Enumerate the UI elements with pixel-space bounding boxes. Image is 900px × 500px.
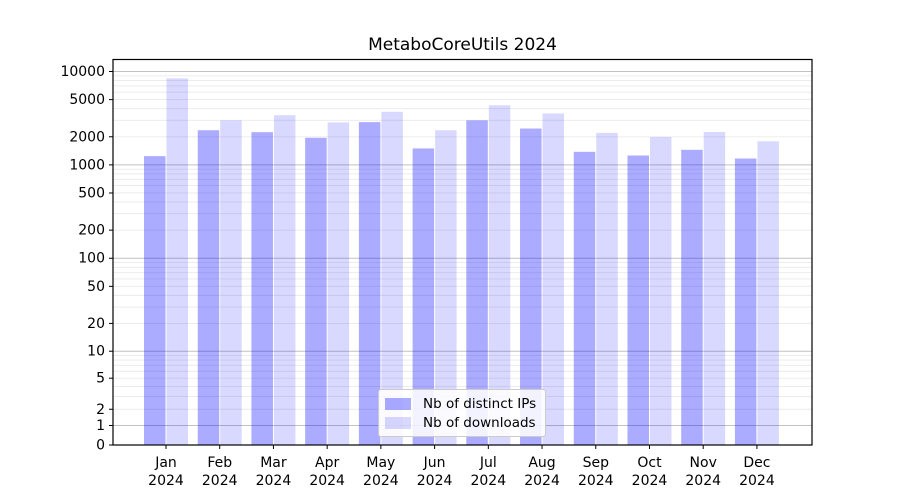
y-tick-label-2000: 2000 [69,129,105,145]
bar-mar-distinct-ips [251,132,273,445]
bar-nov-downloads [703,131,726,446]
y-tick-label-1000: 1000 [69,157,105,173]
bar-oct-downloads [649,136,672,445]
legend-label-distinct-ips: Nb of distinct IPs [423,395,537,412]
x-tick-label-dec-month: Dec [743,455,770,471]
y-tick-label-100: 100 [78,251,105,267]
legend-swatch-distinct-ips [385,397,411,410]
bar-sep-downloads [596,132,618,445]
bar-may-downloads [381,111,403,446]
x-tick-label-jul-year: 2024 [470,473,506,489]
x-tick-label-may-year: 2024 [363,473,399,489]
legend-item-downloads: Nb of downloads [385,414,537,431]
bar-oct-distinct-ips [627,155,649,445]
y-tick-label-10: 10 [87,344,105,360]
y-tick-label-50: 50 [87,279,105,295]
bar-may-distinct-ips [358,122,381,445]
bar-mar-downloads [273,115,296,445]
x-tick-label-aug-month: Aug [528,455,555,471]
chart-title: MetaboCoreUtils 2024 [368,35,557,55]
bar-aug-distinct-ips [520,128,542,445]
x-tick-label-oct-year: 2024 [632,473,668,489]
y-tick-label-500: 500 [78,185,105,201]
bar-nov-distinct-ips [681,149,703,445]
bar-jun-distinct-ips [412,148,435,445]
y-tick-label-200: 200 [78,223,105,239]
y-tick-label-1: 1 [96,418,105,434]
bar-aug-downloads [542,113,565,445]
x-tick-label-apr-month: Apr [315,455,339,471]
plot-frame [112,58,813,446]
legend: Nb of distinct IPs Nb of downloads [378,389,546,437]
y-tick-label-2: 2 [96,402,105,418]
x-tick-label-jul-month: Jul [479,455,497,471]
x-tick-label-feb-month: Feb [207,455,232,471]
x-tick-label-jan-year: 2024 [148,473,184,489]
x-tick-label-jan-month: Jan [154,455,177,471]
x-tick-label-jun-year: 2024 [417,473,453,489]
x-tick-label-oct-month: Oct [637,455,662,471]
y-tick-label-5: 5 [96,371,105,387]
legend-label-downloads: Nb of downloads [423,414,536,431]
x-tick-label-apr-year: 2024 [309,473,345,489]
legend-item-distinct-ips: Nb of distinct IPs [385,395,537,412]
y-tick-label-10000: 10000 [60,64,105,80]
x-tick-label-mar-month: Mar [260,455,287,471]
bar-apr-distinct-ips [305,137,327,445]
bar-feb-downloads [220,120,242,446]
bar-jan-downloads [166,78,188,445]
bar-jan-distinct-ips [144,156,166,445]
x-tick-label-sep-month: Sep [583,455,610,471]
bar-dec-distinct-ips [734,158,757,445]
y-tick-label-5000: 5000 [69,92,105,108]
x-tick-label-dec-year: 2024 [739,473,775,489]
bar-jul-downloads [488,105,511,445]
x-tick-label-may-month: May [366,455,395,471]
x-tick-label-nov-month: Nov [690,455,717,471]
x-tick-label-mar-year: 2024 [256,473,292,489]
bar-jul-distinct-ips [466,120,488,446]
bar-jun-downloads [435,130,457,445]
x-tick-label-feb-year: 2024 [202,473,238,489]
y-tick-label-0: 0 [96,438,105,454]
bar-feb-distinct-ips [197,130,220,445]
x-tick-label-aug-year: 2024 [524,473,560,489]
x-tick-label-jun-month: Jun [423,455,446,471]
x-tick-label-sep-year: 2024 [578,473,614,489]
y-tick-label-20: 20 [87,316,105,332]
bar-apr-downloads [327,122,350,445]
bar-dec-downloads [757,141,779,445]
x-tick-label-nov-year: 2024 [685,473,721,489]
bar-sep-distinct-ips [573,151,596,445]
legend-swatch-downloads [385,416,411,429]
